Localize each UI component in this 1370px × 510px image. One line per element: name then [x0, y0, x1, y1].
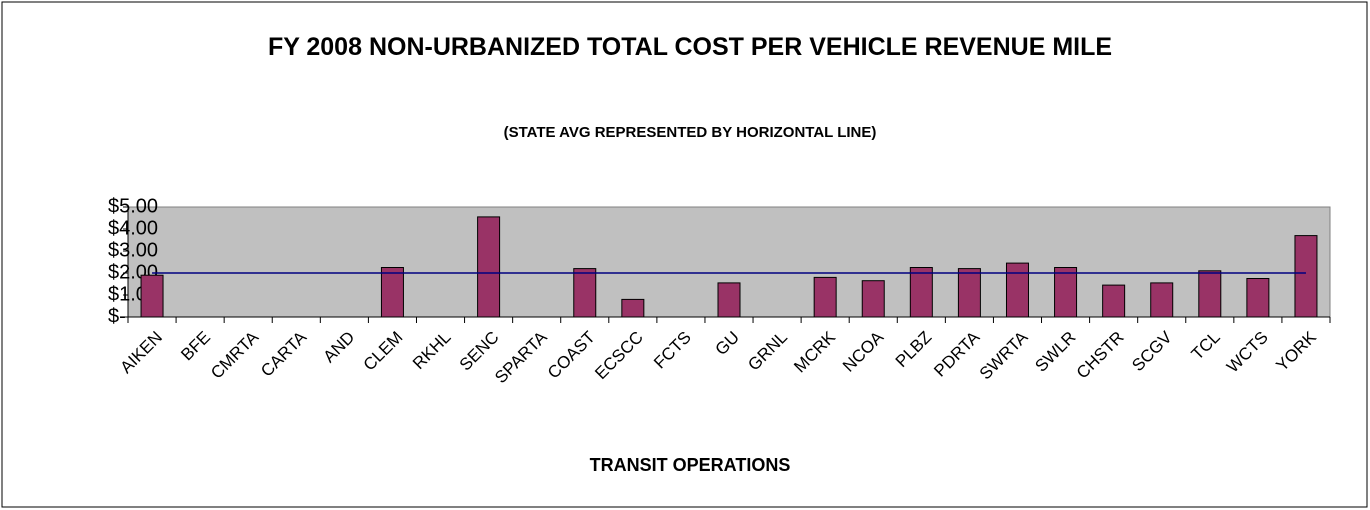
- bar: [477, 216, 501, 318]
- bar: [1005, 262, 1029, 318]
- bar: [380, 267, 404, 318]
- y-tick-label: $3.00: [108, 239, 158, 261]
- bar: [621, 298, 645, 318]
- y-tick-label: $5.00: [108, 195, 158, 217]
- chart-title: FY 2008 NON-URBANIZED TOTAL COST PER VEH…: [267, 33, 1113, 61]
- bar: [861, 280, 885, 318]
- x-axis-label: TRANSIT OPERATIONS: [590, 455, 791, 475]
- bar: [717, 282, 741, 318]
- bar: [1246, 278, 1270, 318]
- y-tick-label: $-: [108, 305, 126, 327]
- bar: [1294, 235, 1318, 318]
- bar: [1054, 267, 1078, 318]
- bar: [1102, 284, 1126, 318]
- bar: [573, 268, 597, 318]
- bar: [957, 268, 981, 318]
- bar: [909, 267, 933, 318]
- bar: [813, 276, 837, 318]
- bar: [1150, 282, 1174, 318]
- bar: [140, 274, 164, 318]
- chart-subtitle: (STATE AVG REPRESENTED BY HORIZONTAL LIN…: [504, 124, 877, 141]
- y-tick-label: $4.00: [108, 217, 158, 239]
- bar: [1198, 270, 1222, 318]
